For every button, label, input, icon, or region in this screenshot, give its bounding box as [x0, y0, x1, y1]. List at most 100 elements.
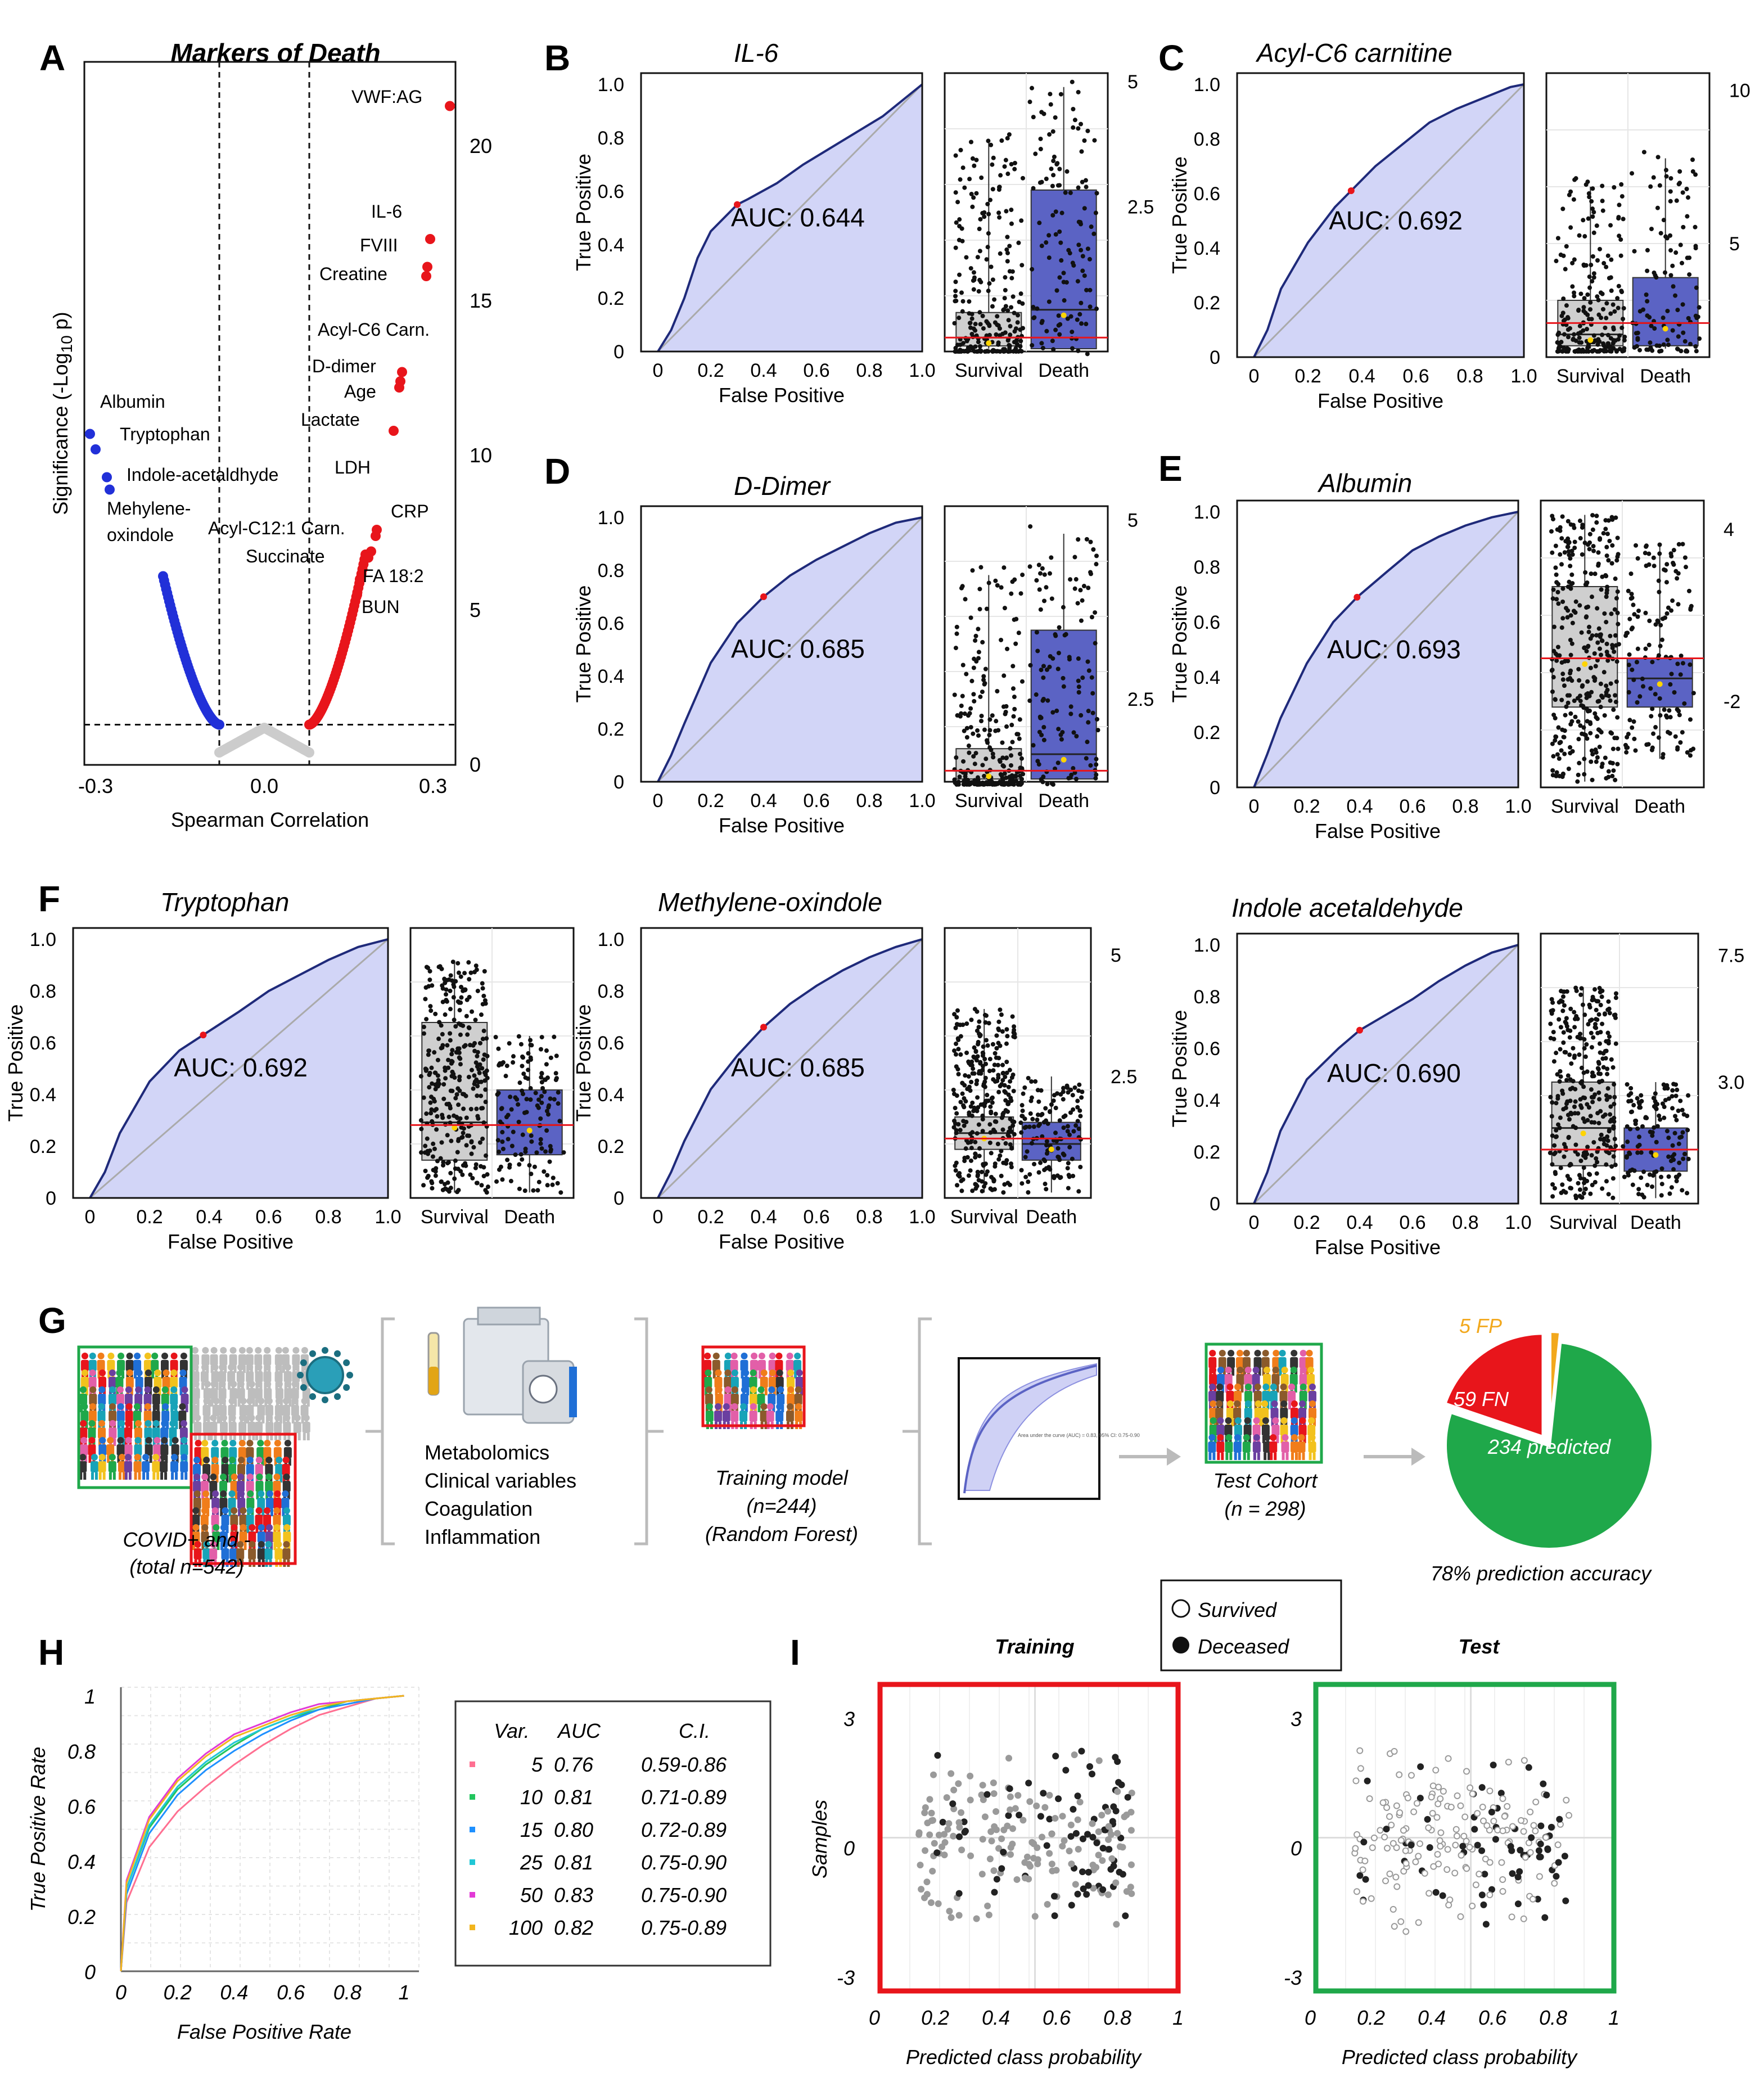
data-point — [958, 1022, 963, 1028]
data-point — [1611, 327, 1616, 332]
data-point — [1665, 308, 1670, 313]
panel-letter: D — [544, 451, 570, 492]
data-point — [1594, 1156, 1599, 1161]
data-point — [1569, 572, 1574, 577]
data-point — [1643, 610, 1648, 615]
data-point — [953, 294, 958, 299]
data-point — [1045, 781, 1050, 786]
sample-point — [1415, 1919, 1422, 1926]
data-point — [1595, 1017, 1600, 1022]
data-point — [1559, 536, 1564, 541]
data-point — [960, 309, 965, 314]
data-point — [971, 287, 976, 292]
panel-title: D-Dimer — [734, 471, 831, 501]
data-point — [953, 646, 958, 651]
data-point — [1658, 231, 1663, 236]
data-point — [966, 744, 971, 749]
data-point — [1017, 717, 1022, 722]
data-point — [1615, 589, 1620, 594]
data-point — [1065, 1085, 1070, 1090]
data-point — [536, 1097, 542, 1102]
data-point — [1608, 311, 1613, 316]
sample-point — [1062, 1767, 1070, 1774]
data-point — [970, 568, 975, 573]
data-point — [1583, 582, 1588, 587]
data-point — [1645, 1183, 1650, 1188]
sample-point — [1074, 1816, 1081, 1823]
data-point — [520, 1088, 525, 1093]
data-point — [1060, 729, 1065, 735]
data-point — [1652, 1125, 1657, 1130]
data-point — [424, 1017, 429, 1022]
x-tick: 0.4 — [750, 360, 777, 381]
sample-point — [1356, 1872, 1364, 1879]
data-point — [1598, 681, 1603, 686]
data-point — [1658, 1117, 1663, 1122]
sample-point — [1417, 1763, 1424, 1770]
diagonal-line — [89, 938, 389, 1199]
data-point — [1604, 1162, 1609, 1167]
data-point — [1675, 576, 1680, 581]
data-point — [1089, 615, 1094, 620]
data-point — [1063, 632, 1068, 637]
scatter-title: Test — [1459, 1635, 1501, 1658]
sample-point — [1521, 1757, 1528, 1764]
data-point — [1664, 1129, 1670, 1134]
data-point — [1551, 587, 1556, 592]
data-point — [990, 1100, 995, 1105]
data-point — [1675, 1174, 1680, 1179]
sample-point — [1499, 1876, 1506, 1883]
data-point — [1558, 1069, 1563, 1074]
data-point — [1057, 332, 1062, 337]
data-point — [1070, 260, 1075, 265]
data-point — [460, 1134, 465, 1139]
data-point — [433, 1173, 438, 1178]
data-point — [1572, 699, 1577, 704]
data-point — [1611, 1126, 1616, 1131]
data-point — [1576, 1181, 1581, 1186]
data-point — [1577, 519, 1582, 524]
data-point — [1588, 665, 1593, 670]
x-tick: 0 — [653, 790, 664, 812]
data-point — [972, 762, 977, 767]
data-point — [1000, 331, 1005, 336]
data-point — [1571, 197, 1576, 202]
data-point — [500, 1139, 505, 1145]
data-point — [1591, 548, 1596, 553]
data-point — [1061, 675, 1066, 681]
data-point — [1070, 330, 1075, 335]
x-tick: 0.6 — [803, 360, 829, 381]
group-label-survival: Survival — [955, 790, 1023, 812]
data-point — [1055, 1091, 1060, 1096]
data-point — [1568, 675, 1573, 681]
roc-frame — [72, 927, 389, 1199]
sample-point — [948, 1914, 955, 1921]
data-point — [1022, 1085, 1027, 1090]
data-point — [1607, 538, 1612, 543]
data-point — [1000, 740, 1005, 745]
data-point — [500, 1130, 505, 1135]
sample-point — [1537, 1840, 1544, 1848]
data-point — [1568, 745, 1573, 750]
data-point — [1675, 308, 1680, 313]
data-point — [990, 348, 995, 353]
data-point — [957, 316, 962, 321]
sample-point — [1426, 1844, 1433, 1851]
data-point — [1573, 1125, 1578, 1130]
data-point — [1084, 537, 1089, 542]
data-point — [1560, 1091, 1566, 1096]
data-point — [1609, 288, 1614, 293]
data-point — [1560, 599, 1566, 604]
data-point — [1034, 692, 1039, 697]
data-point — [1627, 718, 1632, 723]
data-point — [1587, 531, 1592, 537]
data-point — [557, 1119, 562, 1124]
data-point — [1581, 725, 1586, 730]
data-point — [529, 1172, 534, 1177]
sample-point — [961, 1828, 968, 1836]
data-point — [1566, 544, 1571, 549]
sample-point — [1434, 1851, 1441, 1858]
data-point — [539, 1071, 544, 1076]
x-tick: 0 — [85, 1206, 96, 1228]
y-tick: 0.8 — [1194, 129, 1220, 150]
